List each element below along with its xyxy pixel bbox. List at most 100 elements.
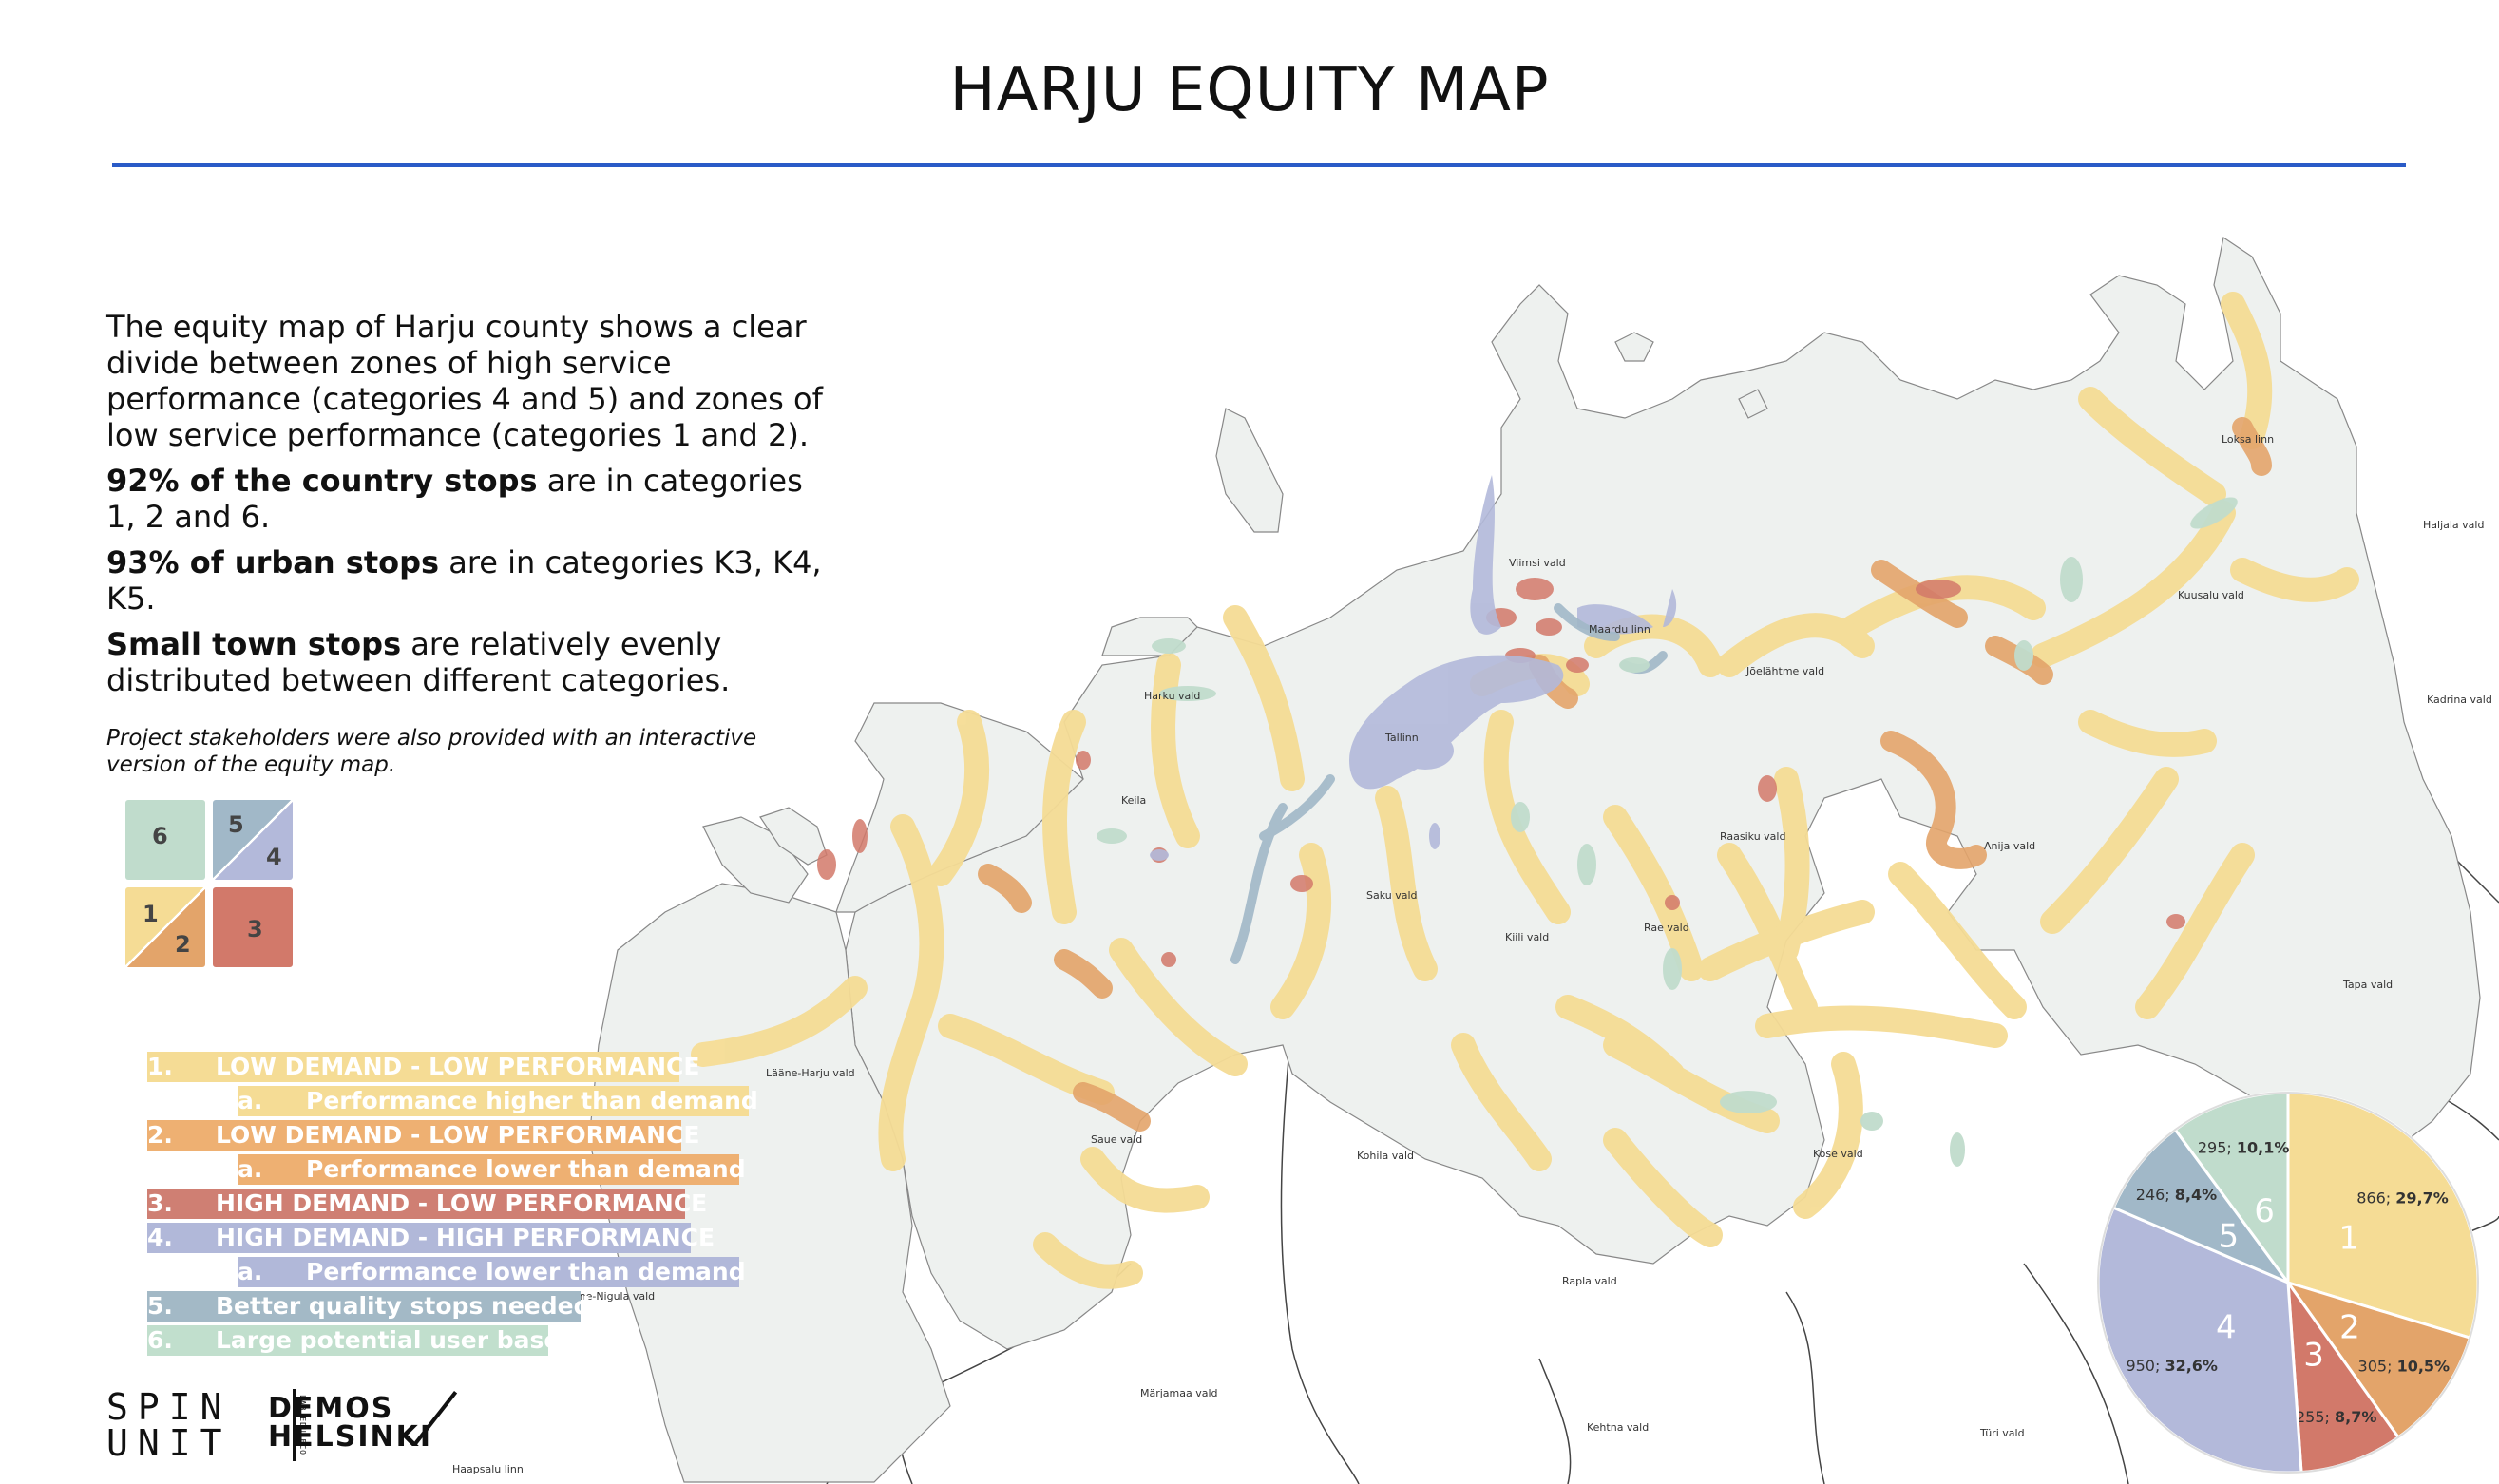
demos-line1: DEMOS xyxy=(268,1392,394,1425)
legend-number: 6. xyxy=(147,1326,173,1354)
legend-text: LOW DEMAND - LOW PERFORMANCE xyxy=(216,1121,700,1149)
place-label: Raasiku vald xyxy=(1720,830,1785,843)
legend-number: a. xyxy=(238,1155,263,1183)
swatch-label-5: 5 xyxy=(228,811,244,838)
pie-category-label: 2 xyxy=(2339,1309,2360,1347)
pie-category-label: 5 xyxy=(2218,1217,2239,1255)
place-label: Saue vald xyxy=(1091,1133,1142,1146)
place-label: Haapsalu linn xyxy=(452,1463,524,1475)
harju-county xyxy=(588,237,2481,1483)
category-pie-chart: 1 866; 29,7% 2 305; 10,5% 3 255; 8,7% 4 950; 32… xyxy=(2096,1091,2480,1474)
place-label: Saku vald xyxy=(1366,889,1418,902)
place-label: Jõelähtme vald xyxy=(1745,665,1824,677)
place-label: Kiili vald xyxy=(1505,931,1549,943)
legend-number: 1. xyxy=(147,1053,173,1080)
legend-number: 3. xyxy=(147,1189,173,1217)
intro-text-rest: are in categories 1, 2 and 6. xyxy=(106,463,803,535)
pie-value-label: 866; 29,7% xyxy=(2356,1189,2449,1208)
legend-row: 5. Better quality stops needed xyxy=(147,1291,591,1322)
swatch-label-6: 6 xyxy=(152,823,168,849)
pie-value-label: 950; 32,6% xyxy=(2126,1357,2218,1375)
place-label: Anija vald xyxy=(1984,840,2035,852)
pie-category-label: 1 xyxy=(2338,1219,2359,1257)
legend-row: a. Performance lower than demand xyxy=(238,1257,746,1287)
legend-text: Performance higher than demand xyxy=(306,1087,758,1114)
place-label: Keila xyxy=(1121,794,1146,807)
swatch-6 xyxy=(125,800,205,880)
pie-value-label: 295; 10,1% xyxy=(2198,1139,2290,1157)
place-label: Rae vald xyxy=(1644,922,1689,934)
demos-helsinki-logo: DEMOS HELSINKI xyxy=(268,1391,458,1454)
intro-paragraph: 92% of the country stops are in categori… xyxy=(106,463,829,535)
place-label: Loksa linn xyxy=(2222,433,2274,446)
legend-number: 2. xyxy=(147,1121,173,1149)
zones-category-4 xyxy=(1150,475,1677,861)
zones-category-6 xyxy=(1097,497,2238,1167)
legend-text: Performance lower than demand xyxy=(306,1155,746,1183)
place-label: Tapa vald xyxy=(2342,979,2393,991)
legend-text: HIGH DEMAND - LOW PERFORMANCE xyxy=(216,1189,708,1217)
place-label: Maardu linn xyxy=(1589,623,1650,636)
swatch-label-2: 2 xyxy=(175,931,191,958)
zones-category-3 xyxy=(817,578,2185,967)
legend-number: 5. xyxy=(147,1292,173,1320)
logo-divider xyxy=(293,1389,296,1461)
interactive-note: Project stakeholders were also provided … xyxy=(106,726,757,777)
place-label: Rapla vald xyxy=(1562,1275,1617,1287)
legend-text: Better quality stops needed xyxy=(216,1292,591,1320)
intro-text-rest: are in categories K3, K4, K5. xyxy=(106,544,822,617)
legend-number: 4. xyxy=(147,1224,173,1251)
legend-row: 6. Large potential user base xyxy=(147,1325,560,1356)
pie-category-label: 3 xyxy=(2303,1336,2324,1374)
swatch-label-3: 3 xyxy=(247,916,263,942)
place-label: Viimsi vald xyxy=(1509,557,1566,569)
title-divider xyxy=(112,163,2406,167)
zones-category-1 xyxy=(691,292,2359,1289)
intro-highlight: 92% of the country stops xyxy=(106,463,538,499)
pie-outline xyxy=(2097,1092,2479,1474)
demos-line2: HELSINKI xyxy=(268,1420,433,1454)
swatch-label-1: 1 xyxy=(143,901,159,927)
intro-paragraph: Small town stops are relatively evenly d… xyxy=(106,626,829,698)
swatch-3 xyxy=(213,887,293,967)
place-label: Haljala vald xyxy=(2423,519,2484,531)
legend-row: 1. LOW DEMAND - LOW PERFORMANCE xyxy=(147,1052,699,1082)
place-label: Kose vald xyxy=(1813,1148,1863,1160)
place-label: Kuusalu vald xyxy=(2178,589,2244,601)
islands xyxy=(702,332,1768,904)
pie-category-label: 6 xyxy=(2254,1192,2275,1230)
place-label: Türi vald xyxy=(1979,1427,2025,1439)
pie-value-label: 246; 8,4% xyxy=(2136,1186,2217,1204)
pie-value-label: 305; 10,5% xyxy=(2358,1358,2451,1376)
intro-paragraph: 93% of urban stops are in categories K3,… xyxy=(106,544,829,617)
spin-unit-line1: SPIN xyxy=(106,1386,232,1428)
spin-unit-small-text: LAB.EDU.ECO xyxy=(298,1395,307,1455)
legend-text: LOW DEMAND - LOW PERFORMANCE xyxy=(216,1053,700,1080)
legend-text: Large potential user base xyxy=(216,1326,561,1354)
swatch-label-4: 4 xyxy=(266,844,282,870)
intro-highlight: Small town stops xyxy=(106,626,402,662)
place-label: Harku vald xyxy=(1144,690,1200,702)
pie-value-label: 255; 8,7% xyxy=(2296,1408,2376,1426)
legend-row: 2. LOW DEMAND - LOW PERFORMANCE xyxy=(147,1120,699,1151)
legend-row: 4. HIGH DEMAND - HIGH PERFORMANCE xyxy=(147,1223,715,1253)
intro-text: The equity map of Harju county shows a c… xyxy=(106,309,829,708)
place-label: Lääne-Harju vald xyxy=(766,1067,855,1079)
intro-highlight: 93% of urban stops xyxy=(106,544,440,580)
legend-text: Performance lower than demand xyxy=(306,1258,746,1285)
place-label: Tallinn xyxy=(1384,732,1419,744)
place-label: Kohila vald xyxy=(1357,1150,1414,1162)
legend-row: 3. HIGH DEMAND - LOW PERFORMANCE xyxy=(147,1189,707,1219)
legend-row: a. Performance higher than demand xyxy=(238,1086,758,1116)
place-label: Lääne-Nigula vald xyxy=(561,1290,655,1303)
legend-number: a. xyxy=(238,1258,263,1285)
spin-unit-logo: SPIN UNIT LAB.EDU.ECO xyxy=(106,1386,307,1461)
page-title: HARJU EQUITY MAP xyxy=(949,55,1550,125)
place-label: Märjamaa vald xyxy=(1140,1387,1218,1399)
swatch-1-2 xyxy=(125,887,205,967)
intro-paragraph: The equity map of Harju county shows a c… xyxy=(106,309,823,453)
intro-text-rest: are relatively evenly distributed betwee… xyxy=(106,626,731,698)
place-labels: Viimsi vald Maardu linn Jõelähtme vald K… xyxy=(452,433,2492,1475)
legend-text: HIGH DEMAND - HIGH PERFORMANCE xyxy=(216,1224,715,1251)
